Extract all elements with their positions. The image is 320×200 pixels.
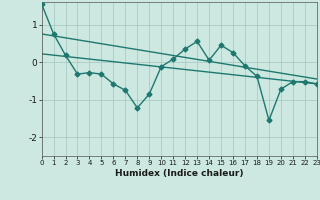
X-axis label: Humidex (Indice chaleur): Humidex (Indice chaleur) xyxy=(115,169,244,178)
